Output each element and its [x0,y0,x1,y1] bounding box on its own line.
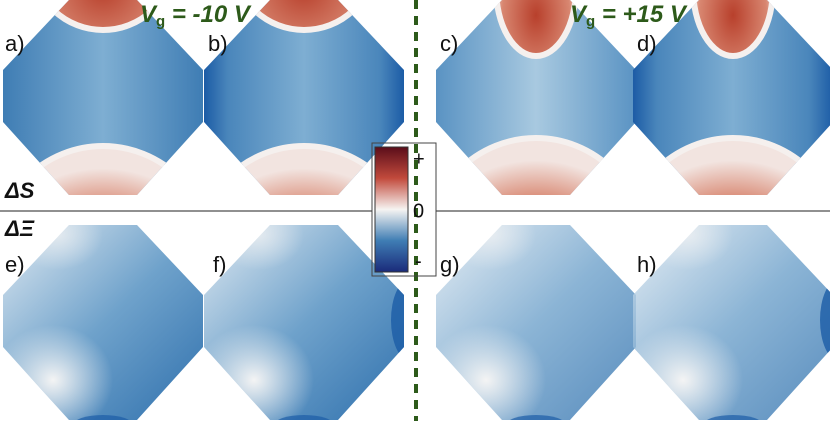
row-label: ΔΞ [4,216,35,241]
cap [30,0,176,33]
panel-label: e) [5,252,25,277]
panel [436,225,636,420]
voltage-label: Vg = +15 V [570,1,688,30]
panel-label: b) [208,31,228,56]
panel-label: d) [637,31,657,56]
colorbar [374,146,409,273]
panel-label: f) [213,252,226,277]
panel-label: c) [440,31,458,56]
panel-map [436,225,636,420]
panel-map [633,225,830,420]
cap [3,143,203,195]
edge [391,280,404,360]
colorbar-tick: 0 [413,200,424,222]
colorbar-tick: + [413,148,425,170]
cap [493,0,579,59]
colorbar-frame [371,142,437,277]
colorbar-tick: - [415,250,422,272]
panel-label: h) [637,252,657,277]
cap [231,0,377,33]
panel-label: a) [5,31,25,56]
row-label: ΔS [4,178,35,203]
panel-label: g) [440,252,460,277]
cap [204,143,404,195]
edge [820,280,830,360]
cap [690,0,776,59]
voltage-label: Vg = -10 V [140,1,252,30]
panel [633,225,830,420]
